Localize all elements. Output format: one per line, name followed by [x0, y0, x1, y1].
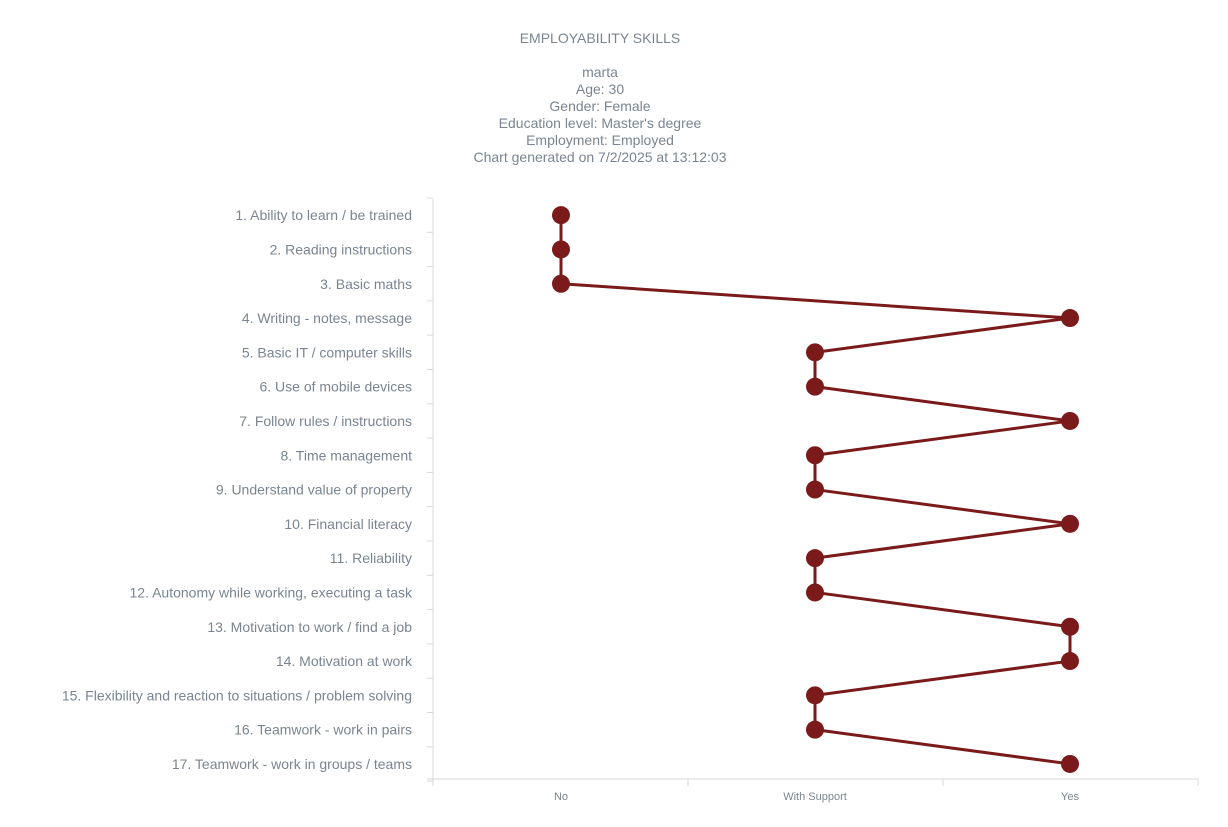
series-points [552, 206, 1079, 773]
data-point[interactable] [1061, 309, 1079, 328]
data-point[interactable] [806, 583, 824, 602]
data-point[interactable] [552, 274, 570, 293]
x-tick-label: With Support [783, 791, 847, 803]
data-point[interactable] [1061, 754, 1079, 773]
category-label: 13. Motivation to work / find a job [207, 619, 412, 635]
data-point[interactable] [552, 240, 570, 259]
chart-header: EMPLOYABILITY SKILLS marta Age: 30 Gende… [0, 30, 1200, 166]
person-education: Education level: Master's degree [498, 115, 702, 131]
category-label: 5. Basic IT / computer skills [242, 344, 412, 360]
data-point[interactable] [1061, 652, 1079, 671]
category-label: 1. Ability to learn / be trained [235, 207, 412, 223]
category-label: 6. Use of mobile devices [259, 379, 412, 395]
category-label: 3. Basic maths [320, 276, 412, 292]
data-point[interactable] [806, 480, 824, 499]
chart-title: EMPLOYABILITY SKILLS [519, 30, 681, 46]
category-label: 11. Reliability [330, 550, 412, 566]
person-employment: Employment: Employed [526, 132, 674, 148]
chart-axes: No With Support Yes [427, 197, 1199, 803]
data-point[interactable] [1061, 411, 1079, 430]
chart-generated-timestamp: Chart generated on 7/2/2025 at 13:12:03 [473, 149, 727, 165]
category-label: 14. Motivation at work [276, 653, 413, 669]
data-point[interactable] [806, 446, 824, 465]
person-age: Age: 30 [575, 81, 625, 97]
category-label: 16. Teamwork - work in pairs [234, 722, 412, 738]
data-point[interactable] [806, 686, 824, 705]
x-tick-label: No [554, 791, 568, 803]
data-point[interactable] [806, 549, 824, 568]
category-label: 15. Flexibility and reaction to situatio… [62, 687, 412, 703]
category-label: 8. Time management [280, 447, 412, 463]
category-label: 17. Teamwork - work in groups / teams [172, 756, 412, 772]
category-labels: 1. Ability to learn / be trained 2. Readi… [62, 207, 413, 772]
data-point[interactable] [806, 343, 824, 362]
data-point[interactable] [806, 720, 824, 739]
category-label: 10. Financial literacy [284, 516, 412, 532]
data-point[interactable] [1061, 617, 1079, 636]
data-point[interactable] [806, 377, 824, 396]
data-point[interactable] [552, 206, 570, 225]
category-label: 9. Understand value of property [216, 482, 412, 498]
person-name: marta [582, 64, 618, 80]
category-label: 12. Autonomy while working, executing a … [130, 584, 413, 600]
data-point[interactable] [1061, 514, 1079, 533]
category-label: 2. Reading instructions [270, 241, 412, 257]
person-gender: Gender: Female [549, 98, 651, 114]
category-label: 4. Writing - notes, message [242, 310, 412, 326]
x-tick-label: Yes [1061, 791, 1079, 803]
category-label: 7. Follow rules / instructions [239, 413, 412, 429]
